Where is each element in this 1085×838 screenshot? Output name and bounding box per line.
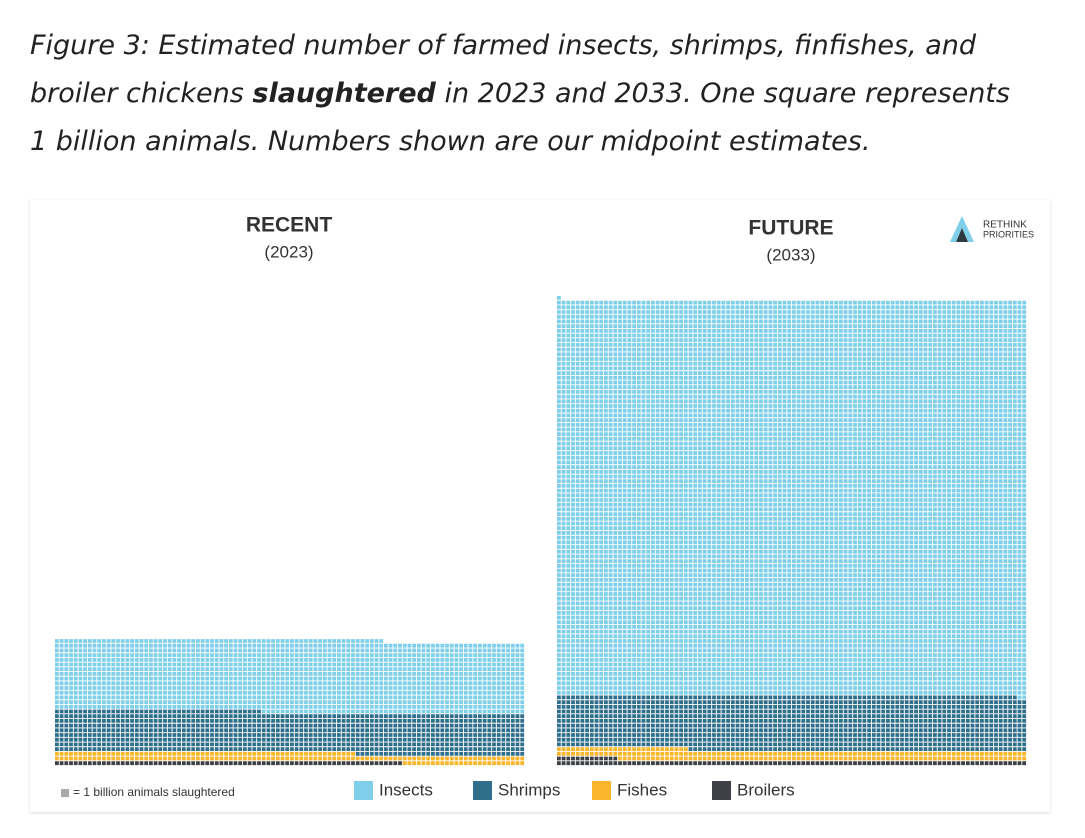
legend-swatch [712,781,731,800]
waffle-squares [557,747,1027,761]
waffle-squares [557,296,1027,700]
caption-text: in 2023 and 2033. One square represents … [30,78,1010,157]
waffle-squares [55,751,525,766]
legend-swatch [354,781,373,800]
waffle-squares [557,695,1027,751]
waffle-squares [55,639,525,714]
logo-text: PRIORITIES [983,229,1034,239]
caption-bold: slaughtered [252,78,436,109]
waffle-squares [55,709,525,756]
legend-label: Fishes [617,780,667,799]
waffle-squares [55,761,402,766]
legend-swatch [473,781,492,800]
legend-label: Insects [379,780,433,799]
logo-text: RETHINK [983,220,1027,231]
caption: Figure 3: Estimated number of farmed ins… [30,22,1030,166]
legend-label: Shrimps [498,780,560,799]
panel-subtitle: (2033) [766,245,815,264]
logo-icon [956,228,968,242]
panel-title: FUTURE [748,217,833,240]
panel-title: RECENT [246,214,333,237]
legend-swatch [592,781,611,800]
logo-icon [950,216,974,242]
panel-subtitle: (2023) [264,242,313,261]
caption-text: Figure 3: Estimated number of farmed ins… [30,30,976,109]
unit-note: = 1 billion animals slaughtered [73,785,235,799]
unit-square [61,789,69,797]
legend-label: Broilers [737,780,795,799]
waffle-squares [557,756,1027,766]
